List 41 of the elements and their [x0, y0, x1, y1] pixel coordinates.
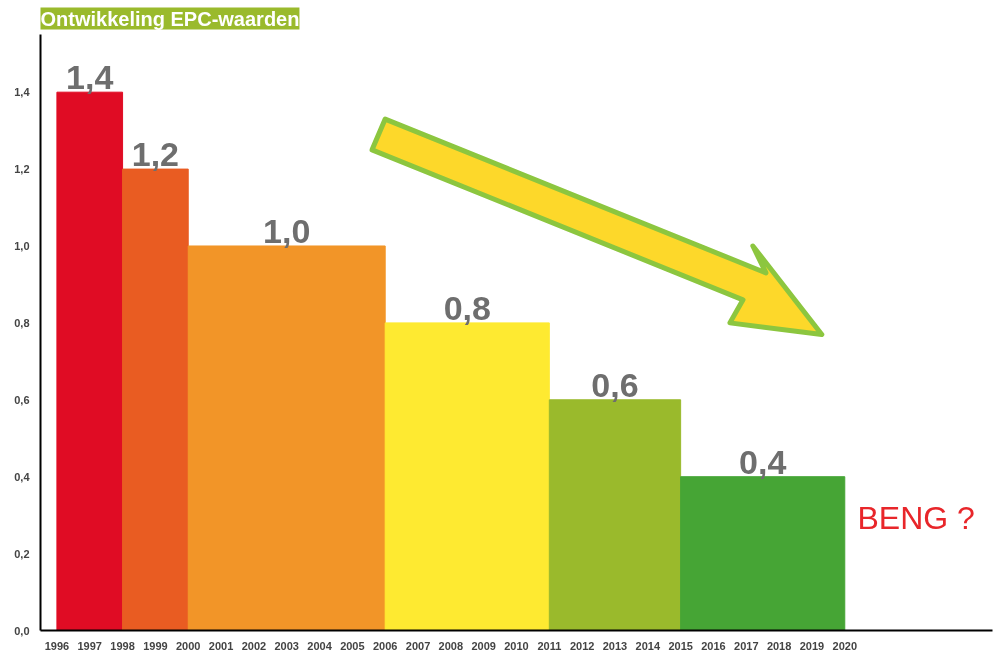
x-tick-label: 2007 [405, 639, 431, 652]
x-tick-label: 2015 [668, 639, 693, 652]
y-tick-label: 0,0 [14, 624, 30, 637]
x-tick-label: 2016 [701, 639, 726, 652]
data-label: 0,6 [591, 365, 639, 404]
data-label: 0,4 [739, 442, 787, 481]
x-tick-label: 2018 [766, 639, 792, 652]
y-tick-label: 0,4 [14, 470, 31, 483]
data-label: 1,0 [263, 211, 311, 250]
x-tick-label: 2004 [307, 639, 333, 652]
y-tick-label: 1,2 [14, 163, 30, 176]
annotation: BENG ? [857, 499, 975, 536]
data-label: 1,2 [131, 135, 180, 174]
x-tick-label: 2009 [471, 639, 496, 652]
data-label: 1,4 [66, 58, 114, 97]
x-tick-label: 2003 [274, 639, 299, 652]
chart-title: Ontwikkeling EPC-waarden [40, 7, 300, 30]
y-tick-label: 1,0 [14, 239, 30, 252]
x-tick-label: 1998 [110, 639, 135, 652]
x-tick-label: 1996 [44, 639, 70, 652]
x-tick-label: 2005 [340, 639, 365, 652]
x-tick-label: 2020 [832, 639, 858, 652]
y-tick-label: 0,6 [14, 393, 30, 406]
x-tick-label: 2008 [438, 639, 464, 652]
x-tick-label: 2012 [569, 639, 595, 652]
x-tick-label: 2017 [734, 639, 759, 652]
x-tick-label: 2000 [175, 639, 201, 652]
x-tick-label: 2011 [537, 639, 562, 652]
x-tick-label: 1997 [77, 639, 102, 652]
y-tick-label: 1,4 [14, 86, 31, 99]
x-tick-label: 2014 [635, 639, 661, 652]
data-label: 0,8 [443, 288, 491, 327]
y-tick-label: 0,8 [14, 316, 30, 329]
x-tick-label: 2010 [504, 639, 529, 652]
x-tick-label: 2006 [372, 639, 398, 652]
x-tick-label: 2013 [602, 639, 628, 652]
x-tick-label: 2019 [799, 639, 825, 652]
x-tick-label: 1999 [143, 639, 168, 652]
y-tick-label: 0,2 [14, 547, 30, 560]
x-tick-label: 2002 [241, 639, 267, 652]
x-tick-label: 2001 [208, 639, 234, 652]
